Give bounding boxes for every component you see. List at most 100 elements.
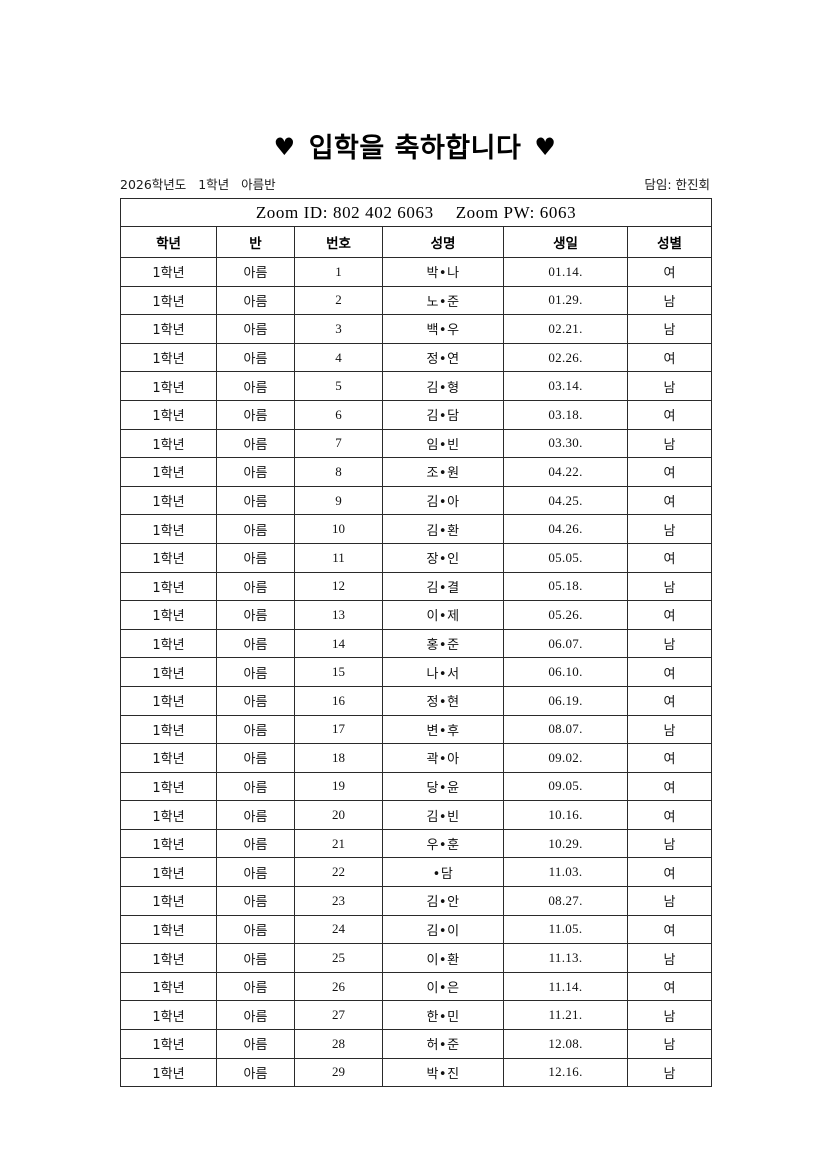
table-row: 1학년 아름 2 노•준 01.29. 남 [120, 285, 712, 316]
zoom-info-row: Zoom ID: 802 402 6063 Zoom PW: 6063 [120, 198, 712, 227]
cell-class: 아름 [216, 571, 295, 602]
table-row: 1학년 아름 29 박•진 12.16. 남 [120, 1057, 712, 1088]
cell-grade: 1학년 [120, 714, 217, 745]
cell-class: 아름 [216, 342, 295, 373]
cell-class: 아름 [216, 542, 295, 573]
cell-name: 당•윤 [382, 771, 504, 802]
roster-table: Zoom ID: 802 402 6063 Zoom PW: 6063 학년 반 … [120, 198, 712, 1088]
cell-name: 이•제 [382, 600, 504, 630]
cell-class: 아름 [216, 857, 295, 888]
zoom-pw-label: Zoom PW: 6063 [455, 202, 577, 222]
cell-grade: 1학년 [120, 1057, 217, 1088]
cell-class: 아름 [216, 314, 295, 344]
cell-birthday: 11.21. [503, 1000, 628, 1031]
column-header-class: 반 [216, 226, 295, 258]
cell-number: 20 [294, 800, 383, 830]
heart-icon-right: ♥ [534, 133, 557, 161]
cell-name: 정•현 [382, 685, 504, 716]
table-row: 1학년 아름 1 박•나 01.14. 여 [120, 257, 712, 287]
cell-number: 15 [294, 657, 383, 687]
cell-class: 아름 [216, 257, 295, 287]
cell-birthday: 12.16. [503, 1057, 628, 1088]
cell-birthday: 04.26. [503, 514, 628, 544]
cell-grade: 1학년 [120, 371, 217, 401]
cell-birthday: 02.21. [503, 314, 628, 344]
cell-birthday: 05.18. [503, 571, 628, 602]
cell-birthday: 06.19. [503, 685, 628, 716]
table-row: 1학년 아름 19 당•윤 09.05. 여 [120, 771, 712, 802]
cell-grade: 1학년 [120, 485, 217, 516]
cell-birthday: 11.05. [503, 914, 628, 945]
table-header-row: 학년 반 번호 성명 생일 성별 [120, 226, 712, 258]
cell-number: 29 [294, 1057, 383, 1088]
cell-birthday: 11.14. [503, 971, 628, 1002]
cell-name: 김•안 [382, 886, 504, 916]
cell-birthday: 10.29. [503, 828, 628, 859]
cell-birthday: 04.25. [503, 485, 628, 516]
cell-name: 장•인 [382, 542, 504, 573]
cell-gender: 남 [627, 571, 712, 602]
cell-name: 한•민 [382, 1000, 504, 1031]
cell-class: 아름 [216, 714, 295, 745]
cell-gender: 여 [627, 743, 712, 773]
column-header-name: 성명 [382, 226, 504, 258]
cell-grade: 1학년 [120, 771, 217, 802]
cell-number: 2 [294, 285, 383, 316]
cell-gender: 남 [627, 428, 712, 459]
table-row: 1학년 아름 6 김•담 03.18. 여 [120, 399, 712, 430]
cell-class: 아름 [216, 371, 295, 401]
cell-name: 김•담 [382, 399, 504, 430]
cell-gender: 여 [627, 971, 712, 1002]
cell-class: 아름 [216, 428, 295, 459]
cell-number: 5 [294, 371, 383, 401]
cell-grade: 1학년 [120, 514, 217, 544]
cell-name: 김•형 [382, 371, 504, 401]
cell-grade: 1학년 [120, 628, 217, 659]
cell-birthday: 09.02. [503, 743, 628, 773]
table-row: 1학년 아름 7 임•빈 03.30. 남 [120, 428, 712, 459]
cell-class: 아름 [216, 914, 295, 945]
table-row: 1학년 아름 9 김•아 04.25. 여 [120, 485, 712, 516]
table-row: 1학년 아름 13 이•제 05.26. 여 [120, 600, 712, 630]
cell-gender: 남 [627, 314, 712, 344]
cell-grade: 1학년 [120, 857, 217, 888]
table-row: 1학년 아름 17 변•후 08.07. 남 [120, 714, 712, 745]
cell-grade: 1학년 [120, 428, 217, 459]
cell-gender: 여 [627, 771, 712, 802]
cell-gender: 여 [627, 257, 712, 287]
cell-name: 김•이 [382, 914, 504, 945]
cell-name: 조•원 [382, 457, 504, 487]
table-row: 1학년 아름 26 이•은 11.14. 여 [120, 971, 712, 1002]
table-row: 1학년 아름 18 곽•아 09.02. 여 [120, 743, 712, 773]
heart-icon-left: ♥ [273, 133, 296, 161]
cell-gender: 여 [627, 800, 712, 830]
column-header-grade: 학년 [120, 226, 217, 258]
cell-gender: 남 [627, 1000, 712, 1031]
table-row: 1학년 아름 11 장•인 05.05. 여 [120, 542, 712, 573]
cell-class: 아름 [216, 657, 295, 687]
homeroom-teacher-label: 담임: 한진회 [644, 177, 710, 192]
cell-number: 8 [294, 457, 383, 487]
cell-birthday: 03.18. [503, 399, 628, 430]
cell-class: 아름 [216, 514, 295, 544]
column-header-number: 번호 [294, 226, 383, 258]
cell-number: 10 [294, 514, 383, 544]
cell-gender: 남 [627, 285, 712, 316]
cell-grade: 1학년 [120, 571, 217, 602]
cell-number: 25 [294, 943, 383, 973]
cell-birthday: 06.10. [503, 657, 628, 687]
cell-name: 김•결 [382, 571, 504, 602]
cell-birthday: 10.16. [503, 800, 628, 830]
cell-gender: 남 [627, 714, 712, 745]
cell-grade: 1학년 [120, 342, 217, 373]
cell-name: 김•환 [382, 514, 504, 544]
cell-class: 아름 [216, 800, 295, 830]
table-row: 1학년 아름 27 한•민 11.21. 남 [120, 1000, 712, 1031]
cell-grade: 1학년 [120, 257, 217, 287]
cell-gender: 여 [627, 685, 712, 716]
table-row: 1학년 아름 3 백•우 02.21. 남 [120, 314, 712, 344]
table-row: 1학년 아름 25 이•환 11.13. 남 [120, 943, 712, 973]
cell-gender: 여 [627, 399, 712, 430]
cell-number: 28 [294, 1029, 383, 1059]
cell-name: 나•서 [382, 657, 504, 687]
